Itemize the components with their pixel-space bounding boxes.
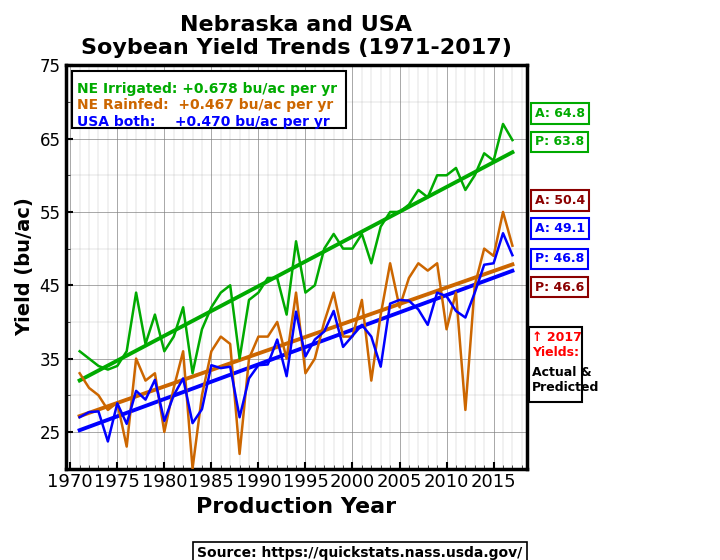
Text: A: 50.4: A: 50.4 [535, 194, 585, 207]
Text: P: 46.8: P: 46.8 [535, 253, 584, 265]
Text: A: 49.1: A: 49.1 [535, 222, 585, 235]
FancyBboxPatch shape [71, 71, 346, 128]
Text: USA both:    +0.470 bu/ac per yr: USA both: +0.470 bu/ac per yr [77, 114, 330, 128]
Text: NE Irrigated: +0.678 bu/ac per yr: NE Irrigated: +0.678 bu/ac per yr [77, 82, 337, 96]
Y-axis label: Yield (bu/ac): Yield (bu/ac) [15, 198, 34, 337]
X-axis label: Production Year: Production Year [196, 497, 396, 517]
FancyBboxPatch shape [528, 328, 582, 402]
Text: Source: https://quickstats.nass.usda.gov/: Source: https://quickstats.nass.usda.gov… [197, 546, 523, 560]
Text: P: 63.8: P: 63.8 [535, 136, 584, 148]
Text: A: 64.8: A: 64.8 [535, 107, 585, 120]
Text: Actual &
Predicted: Actual & Predicted [532, 366, 600, 394]
Text: NE Rainfed:  +0.467 bu/ac per yr: NE Rainfed: +0.467 bu/ac per yr [77, 99, 333, 113]
Text: P: 46.6: P: 46.6 [535, 281, 584, 293]
Text: ↑ 2017
Yields:: ↑ 2017 Yields: [532, 332, 582, 360]
Title: Nebraska and USA
Soybean Yield Trends (1971-2017): Nebraska and USA Soybean Yield Trends (1… [81, 15, 511, 58]
